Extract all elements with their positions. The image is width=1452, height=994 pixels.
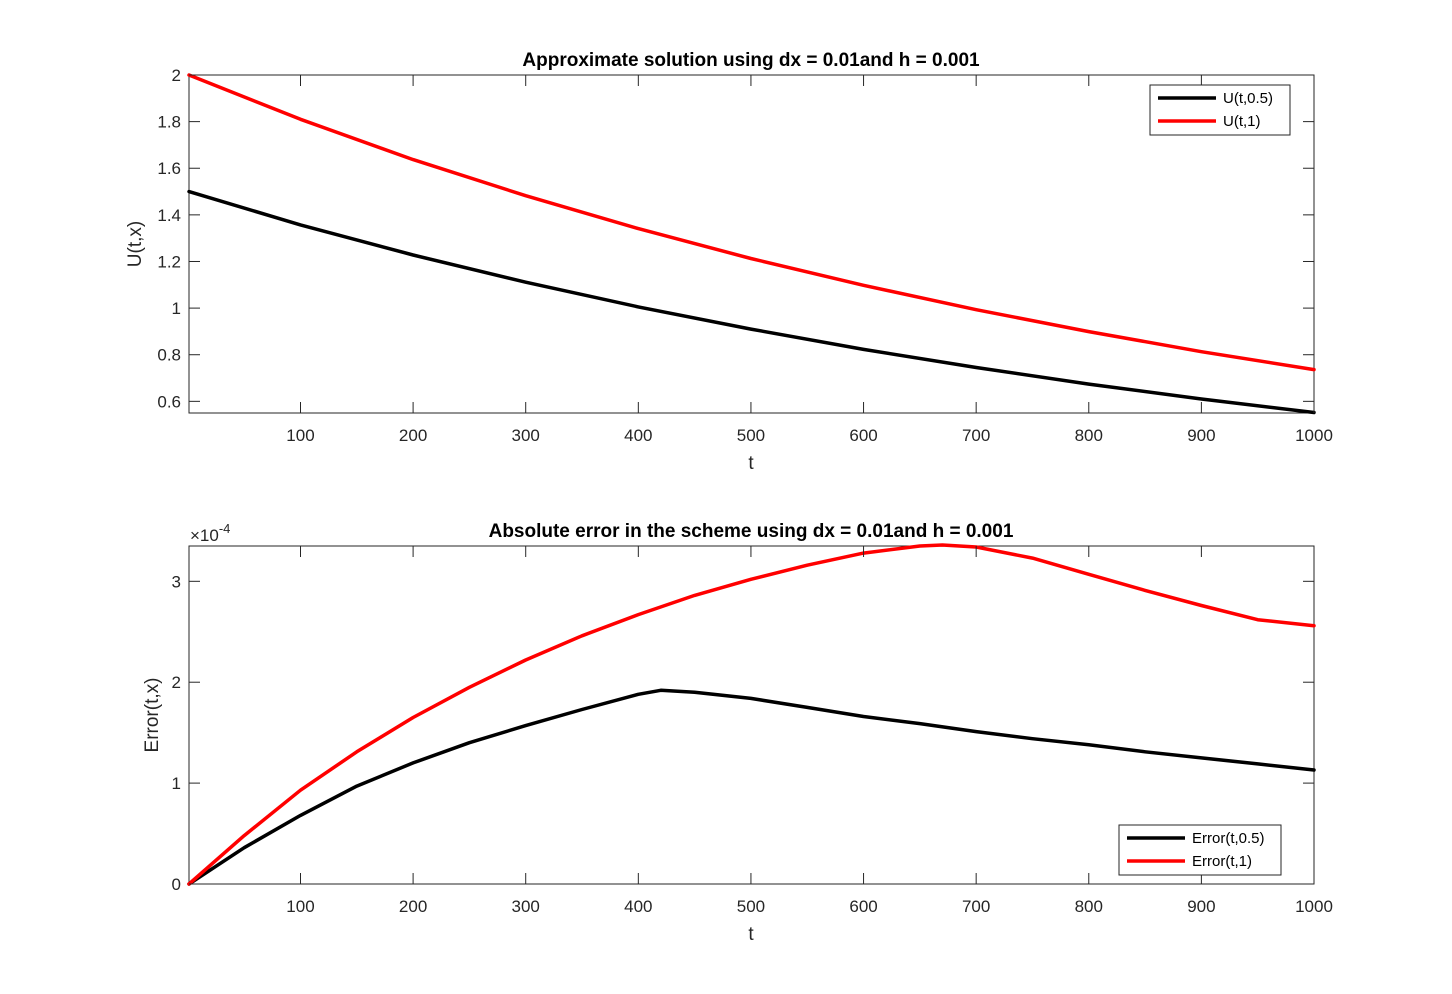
y-axis-label: U(t,x)	[125, 221, 146, 267]
legend-label-u-one: U(t,1)	[1223, 113, 1261, 130]
y-axis-ticks: 0 1 2 3	[172, 572, 1314, 894]
y-tick-label: 1.8	[157, 113, 181, 132]
y-tick-label: 1	[172, 299, 181, 318]
y-tick-label: 1.4	[157, 206, 181, 225]
x-axis-label: t	[748, 453, 754, 474]
y-axis-ticks: 0.6 0.8 1 1.2 1.4 1.6 1.8 2	[157, 66, 1314, 411]
x-tick-label: 300	[512, 426, 540, 445]
y-tick-label: 1	[172, 774, 181, 793]
y-tick-label: 2	[172, 673, 181, 692]
x-tick-label: 1000	[1295, 897, 1333, 916]
y-tick-label: 1.2	[157, 252, 181, 271]
x-tick-label: 700	[962, 897, 990, 916]
x-tick-label: 800	[1075, 897, 1103, 916]
plot-area	[188, 74, 1315, 414]
solution-plot-panel: Approximate solution using dx = 0.01and …	[125, 50, 1333, 474]
legend: Error(t,0.5) Error(t,1)	[1118, 824, 1282, 876]
x-tick-label: 400	[624, 426, 652, 445]
x-tick-label: 100	[286, 426, 314, 445]
series-layer	[187, 73, 1316, 415]
series-layer	[187, 543, 1316, 886]
x-tick-label: 800	[1075, 426, 1103, 445]
x-axis-ticks: 100 200 300 400 500 600 700 800 900 1000	[286, 546, 1333, 916]
x-axis-ticks: 100 200 300 400 500 600 700 800 900 1000	[286, 75, 1333, 445]
y-tick-label: 0.6	[157, 392, 181, 411]
series-line-1	[187, 688, 1316, 886]
x-tick-label: 500	[737, 426, 765, 445]
series-line-1	[187, 189, 1316, 415]
error-plot-panel: Absolute error in the scheme using dx = …	[142, 521, 1333, 945]
x-tick-label: 900	[1187, 897, 1215, 916]
series-line-2	[187, 543, 1316, 886]
x-tick-label: 900	[1187, 426, 1215, 445]
plot-title: Approximate solution using dx = 0.01and …	[522, 50, 980, 71]
legend-label-error-half: Error(t,0.5)	[1192, 830, 1265, 847]
y-axis-label: Error(t,x)	[142, 678, 163, 753]
y-tick-label: 1.6	[157, 159, 181, 178]
legend-box	[1149, 84, 1291, 136]
y-exponent-label: ×10-4	[190, 521, 230, 545]
y-tick-label: 0	[172, 875, 181, 894]
x-tick-label: 500	[737, 897, 765, 916]
x-tick-label: 200	[399, 897, 427, 916]
y-tick-label: 3	[172, 572, 181, 591]
x-tick-label: 1000	[1295, 426, 1333, 445]
x-tick-label: 600	[849, 897, 877, 916]
legend-label-u-half: U(t,0.5)	[1223, 90, 1273, 107]
x-axis-label: t	[748, 924, 754, 945]
series-line-2	[187, 73, 1316, 372]
x-tick-label: 100	[286, 897, 314, 916]
x-tick-label: 200	[399, 426, 427, 445]
x-tick-label: 400	[624, 897, 652, 916]
plot-title: Absolute error in the scheme using dx = …	[489, 521, 1014, 542]
legend: U(t,0.5) U(t,1)	[1149, 84, 1291, 136]
legend-box	[1118, 824, 1282, 876]
y-tick-label: 2	[172, 66, 181, 85]
legend-label-error-one: Error(t,1)	[1192, 853, 1252, 870]
x-tick-label: 600	[849, 426, 877, 445]
x-tick-label: 700	[962, 426, 990, 445]
x-tick-label: 300	[512, 897, 540, 916]
y-tick-label: 0.8	[157, 346, 181, 365]
